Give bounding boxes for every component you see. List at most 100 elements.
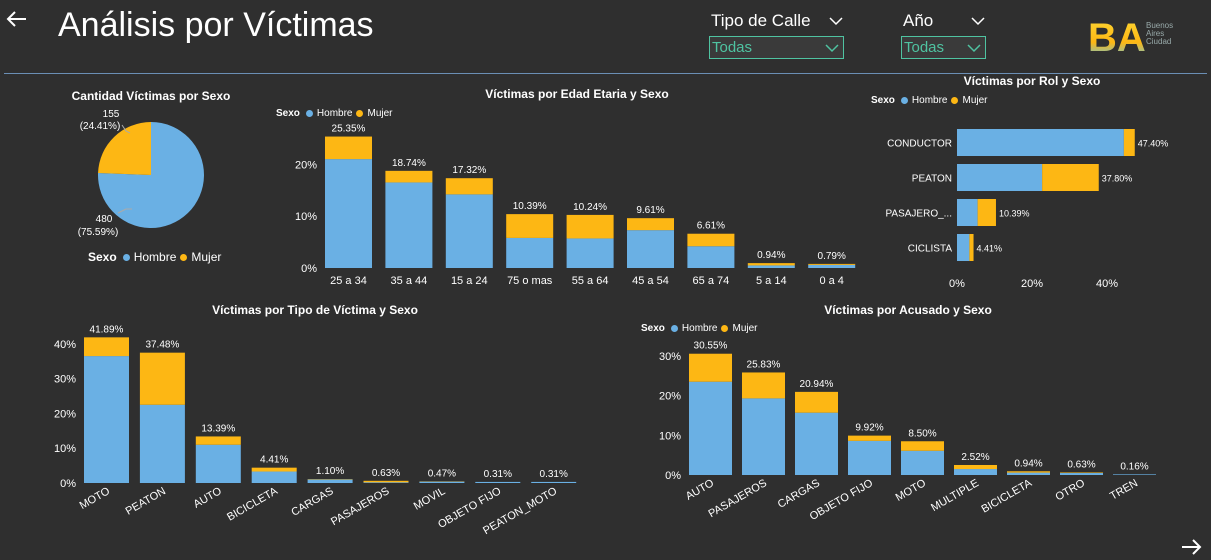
bar-mujer[interactable]: [977, 199, 996, 226]
bar-hombre[interactable]: [1113, 474, 1156, 475]
bar-hombre[interactable]: [957, 164, 1043, 191]
y-tick-label: PEATON: [912, 174, 952, 185]
bar-data-label: 13.39%: [201, 423, 235, 434]
bar-hombre[interactable]: [808, 264, 856, 268]
bar-mujer[interactable]: [687, 233, 735, 247]
bar-mujer[interactable]: [795, 391, 838, 413]
bar-data-label: 20.94%: [800, 379, 834, 390]
bar-mujer[interactable]: [195, 436, 241, 445]
bar-hombre[interactable]: [475, 481, 521, 483]
bar-data-label: 0.79%: [818, 251, 846, 262]
bar-hombre[interactable]: [566, 238, 614, 268]
back-arrow-icon[interactable]: [4, 6, 30, 32]
legend-item-mujer[interactable]: Mujer: [191, 250, 222, 264]
anio-dropdown[interactable]: Todas: [901, 36, 986, 59]
bar-data-label: 25.83%: [747, 359, 781, 370]
bar-mujer[interactable]: [1007, 471, 1050, 473]
bar-hombre[interactable]: [84, 356, 129, 483]
bar-mujer[interactable]: [506, 214, 554, 238]
bar-mujer[interactable]: [747, 263, 795, 266]
bar-hombre[interactable]: [531, 481, 577, 483]
bar-mujer[interactable]: [84, 337, 129, 357]
bar-mujer[interactable]: [848, 435, 891, 441]
bar-mujer[interactable]: [325, 136, 372, 160]
bar-mujer[interactable]: [566, 214, 614, 239]
bar-mujer[interactable]: [1060, 472, 1103, 474]
bar-mujer[interactable]: [954, 464, 997, 470]
x-tick-label: PEATON: [124, 485, 168, 518]
x-tick-label: BICICLETA: [979, 477, 1034, 516]
forward-arrow-icon[interactable]: [1178, 534, 1204, 560]
bar-hombre[interactable]: [687, 246, 735, 268]
tipo-bar-chart[interactable]: 0% 10% 20% 30% 40% 41.89% MOTO 37.48% PEATON 13.3…: [18, 320, 598, 545]
x-tick-label: MOTO: [78, 485, 113, 512]
tipo-calle-dropdown[interactable]: Todas: [709, 36, 844, 59]
chevron-down-icon[interactable]: [828, 13, 844, 29]
edad-bar-chart[interactable]: 0% 10% 20% 25.35% 25 a 34 18.74% 35 a 44 17.32%…: [268, 122, 862, 288]
bar-hombre[interactable]: [901, 450, 944, 475]
x-tick-label: 55 a 64: [572, 275, 609, 287]
bar-hombre[interactable]: [1007, 472, 1050, 475]
bar-mujer[interactable]: [385, 170, 433, 183]
pie-chart[interactable]: 480 (75.59%) 155(24.41%): [60, 105, 250, 245]
bar-hombre[interactable]: [689, 381, 732, 475]
bar-hombre[interactable]: [747, 265, 795, 268]
chevron-down-icon: [967, 44, 981, 53]
bar-mujer[interactable]: [1123, 129, 1135, 156]
bar-hombre[interactable]: [325, 159, 372, 268]
pie-leader-line: [117, 208, 132, 214]
bar-hombre[interactable]: [742, 398, 785, 475]
chevron-down-icon[interactable]: [970, 13, 986, 29]
bar-mujer[interactable]: [1042, 164, 1099, 191]
bar-mujer[interactable]: [901, 441, 944, 451]
legend-item-mujer[interactable]: Mujer: [367, 108, 393, 119]
bar-hombre[interactable]: [954, 469, 997, 475]
bar-hombre[interactable]: [251, 471, 297, 483]
bar-mujer[interactable]: [742, 372, 785, 399]
rol-hbar-chart[interactable]: CONDUCTOR 47.40% PEATON 37.80% PASAJERO_... 1…: [868, 122, 1202, 294]
bar-hombre[interactable]: [957, 199, 978, 226]
bar-data-label: 0.47%: [428, 468, 456, 479]
x-tick-label: 20%: [1021, 278, 1043, 290]
bar-hombre[interactable]: [385, 182, 433, 268]
acusado-bar-chart[interactable]: 0% 10% 20% 30% 30.55% AUTO 25.83% PASAJEROS 20.9…: [638, 338, 1168, 548]
bar-data-label: 6.61%: [697, 221, 725, 232]
bar-hombre[interactable]: [195, 444, 241, 483]
bar-hombre[interactable]: [419, 481, 465, 483]
bar-hombre[interactable]: [957, 129, 1124, 156]
bar-hombre[interactable]: [139, 404, 185, 483]
legend-item-mujer[interactable]: Mujer: [732, 323, 758, 334]
bar-hombre[interactable]: [848, 440, 891, 475]
bar-mujer[interactable]: [251, 467, 297, 472]
legend-item-hombre[interactable]: Hombre: [133, 250, 177, 264]
bar-mujer[interactable]: [969, 234, 974, 261]
bar-hombre[interactable]: [627, 230, 674, 268]
legend-item-mujer[interactable]: Mujer: [962, 95, 988, 106]
bar-data-label: 47.40%: [1138, 139, 1169, 149]
legend-item-hombre[interactable]: Hombre: [911, 95, 948, 106]
x-tick-label: TREN: [1108, 477, 1140, 502]
slicer-anio-label: Año: [903, 11, 934, 30]
bar-mujer[interactable]: [627, 218, 674, 231]
x-tick-label: MOVIL: [412, 485, 448, 513]
bar-hombre[interactable]: [1060, 473, 1103, 475]
bar-mujer[interactable]: [445, 178, 493, 195]
bar-mujer[interactable]: [689, 353, 732, 382]
bar-mujer[interactable]: [139, 352, 185, 405]
x-tick-label: AUTO: [192, 485, 225, 511]
bar-hombre[interactable]: [363, 482, 409, 483]
y-tick-label: 20%: [659, 391, 681, 403]
legend-item-hombre[interactable]: Hombre: [681, 323, 718, 334]
bar-hombre[interactable]: [795, 412, 838, 475]
bar-hombre[interactable]: [445, 194, 493, 268]
bar-mujer[interactable]: [363, 480, 409, 483]
x-tick-label: MULTIPLE: [929, 477, 981, 514]
bar-hombre[interactable]: [506, 237, 554, 268]
bar-data-label: 30.55%: [694, 341, 728, 352]
legend-item-hombre[interactable]: Hombre: [316, 108, 353, 119]
y-tick-label: 10%: [295, 211, 317, 223]
bar-mujer[interactable]: [808, 263, 856, 265]
bar-hombre[interactable]: [307, 479, 353, 483]
bar-hombre[interactable]: [957, 234, 970, 261]
pie-slice-mujer[interactable]: [98, 122, 151, 175]
